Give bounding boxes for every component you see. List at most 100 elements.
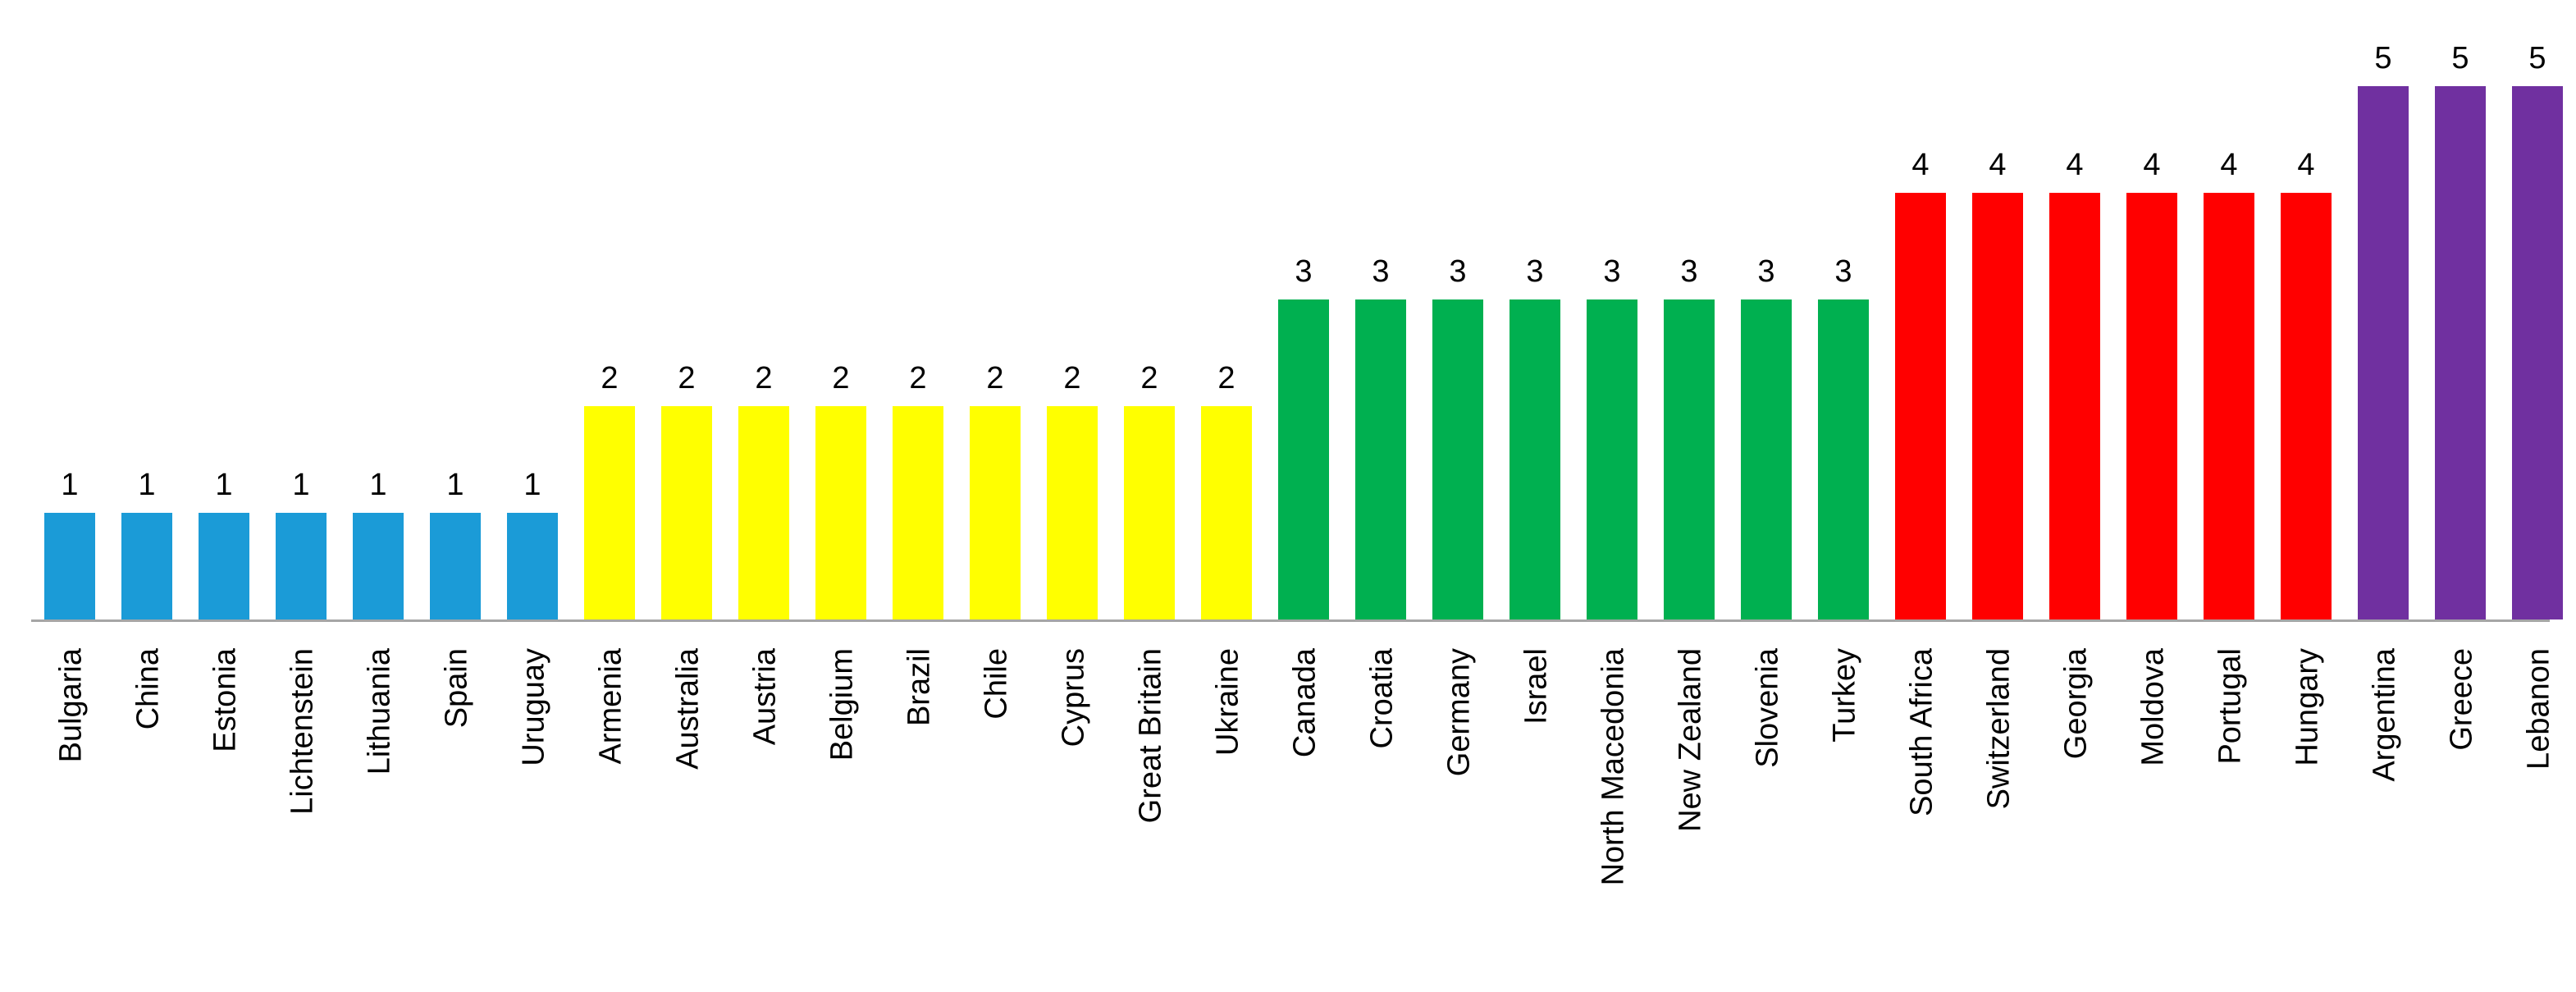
bar-estonia	[199, 513, 249, 619]
category-label: Belgium	[824, 648, 859, 761]
bar-greece	[2435, 86, 2486, 619]
bar-georgia	[2049, 193, 2100, 619]
bar-south-africa	[1895, 193, 1946, 619]
category-label: Hungary	[2290, 648, 2324, 766]
value-labels-layer: 1 1 1 1 1 1 1 2 2 2 2 2 2 2 2 2 3 3 3 3 3 3 3 3 4 4 4 4 4 4 5 5 5	[61, 41, 2546, 502]
bar-argentina	[2358, 86, 2409, 619]
category-label: Greece	[2444, 648, 2478, 751]
value-label: 1	[138, 468, 155, 502]
bar-lithuania	[353, 513, 404, 619]
value-label: 2	[1140, 361, 1158, 395]
category-label: Bulgaria	[53, 647, 88, 762]
value-label: 2	[755, 361, 772, 395]
category-label: Ukraine	[1210, 648, 1245, 756]
bar-croatia	[1355, 299, 1406, 619]
category-label: Germany	[1441, 648, 1476, 776]
bar-canada	[1278, 299, 1329, 619]
value-label: 1	[523, 468, 541, 502]
value-label: 4	[2143, 148, 2160, 182]
category-label: Australia	[670, 647, 705, 770]
bar-china	[121, 513, 172, 619]
category-label: Chile	[979, 648, 1013, 720]
category-label: Cyprus	[1056, 648, 1090, 747]
bar-north-macedonia	[1587, 299, 1637, 619]
bar-israel	[1510, 299, 1560, 619]
category-label: North Macedonia	[1596, 647, 1630, 885]
value-label: 1	[369, 468, 386, 502]
category-label: Armenia	[593, 647, 628, 764]
bar-switzerland	[1972, 193, 2023, 619]
category-label: Canada	[1287, 647, 1322, 757]
bar-slovenia	[1741, 299, 1792, 619]
bar-portugal	[2204, 193, 2254, 619]
category-label: Israel	[1519, 648, 1553, 725]
bar-hungary	[2281, 193, 2332, 619]
category-labels-layer: Bulgaria China Estonia Lichtenstein Lithuani…	[53, 647, 2555, 885]
bar-lichtenstein	[276, 513, 327, 619]
value-label: 1	[292, 468, 309, 502]
category-label: Great Britain	[1133, 648, 1167, 823]
category-label: Brazil	[902, 648, 936, 726]
value-label: 5	[2374, 41, 2391, 75]
bar-lebanon	[2512, 86, 2563, 619]
bar-uruguay	[507, 513, 558, 619]
category-label: Argentina	[2367, 647, 2401, 782]
category-label: Georgia	[2058, 647, 2093, 759]
category-label: Slovenia	[1750, 647, 1784, 768]
value-label: 2	[678, 361, 695, 395]
bar-austria	[738, 406, 789, 619]
bar-armenia	[584, 406, 635, 619]
bar-belgium	[815, 406, 866, 619]
bars-layer	[44, 86, 2563, 619]
category-label: Uruguay	[516, 648, 550, 766]
bar-turkey	[1818, 299, 1869, 619]
value-label: 3	[1372, 254, 1389, 289]
value-label: 2	[986, 361, 1003, 395]
category-label: Croatia	[1364, 647, 1399, 748]
bar-brazil	[893, 406, 943, 619]
category-label: China	[130, 647, 165, 729]
value-label: 3	[1757, 254, 1774, 289]
value-label: 2	[601, 361, 618, 395]
bar-moldova	[2126, 193, 2177, 619]
value-label: 3	[1834, 254, 1852, 289]
value-label: 3	[1526, 254, 1543, 289]
value-label: 4	[1911, 148, 1929, 182]
category-label: Moldova	[2135, 647, 2170, 766]
value-label: 4	[2220, 148, 2237, 182]
bar-australia	[661, 406, 712, 619]
bar-new-zealand	[1664, 299, 1715, 619]
category-label: Portugal	[2213, 648, 2247, 765]
bar-germany	[1432, 299, 1483, 619]
category-label: New Zealand	[1673, 648, 1707, 832]
bar-ukraine	[1201, 406, 1252, 619]
value-label: 1	[215, 468, 232, 502]
value-label: 2	[1063, 361, 1080, 395]
category-label: Switzerland	[1981, 648, 2016, 809]
value-label: 1	[446, 468, 464, 502]
value-label: 2	[1217, 361, 1235, 395]
value-label: 5	[2451, 41, 2469, 75]
bar-great-britain	[1124, 406, 1175, 619]
value-label: 3	[1449, 254, 1466, 289]
value-label: 2	[909, 361, 926, 395]
value-label: 5	[2528, 41, 2546, 75]
bar-cyprus	[1047, 406, 1098, 619]
category-label: Estonia	[208, 647, 242, 752]
value-label: 3	[1680, 254, 1697, 289]
value-label: 3	[1603, 254, 1620, 289]
value-label: 2	[832, 361, 849, 395]
category-label: Lithuania	[362, 647, 396, 775]
category-label: Lichtenstein	[285, 648, 319, 815]
category-label: Spain	[439, 648, 473, 728]
value-label: 4	[1989, 148, 2006, 182]
bar-spain	[430, 513, 481, 619]
value-label: 4	[2066, 148, 2083, 182]
category-label: South Africa	[1904, 647, 1939, 816]
bar-chile	[970, 406, 1021, 619]
category-label: Turkey	[1827, 648, 1861, 743]
value-label: 4	[2297, 148, 2314, 182]
bar-bulgaria	[44, 513, 95, 619]
